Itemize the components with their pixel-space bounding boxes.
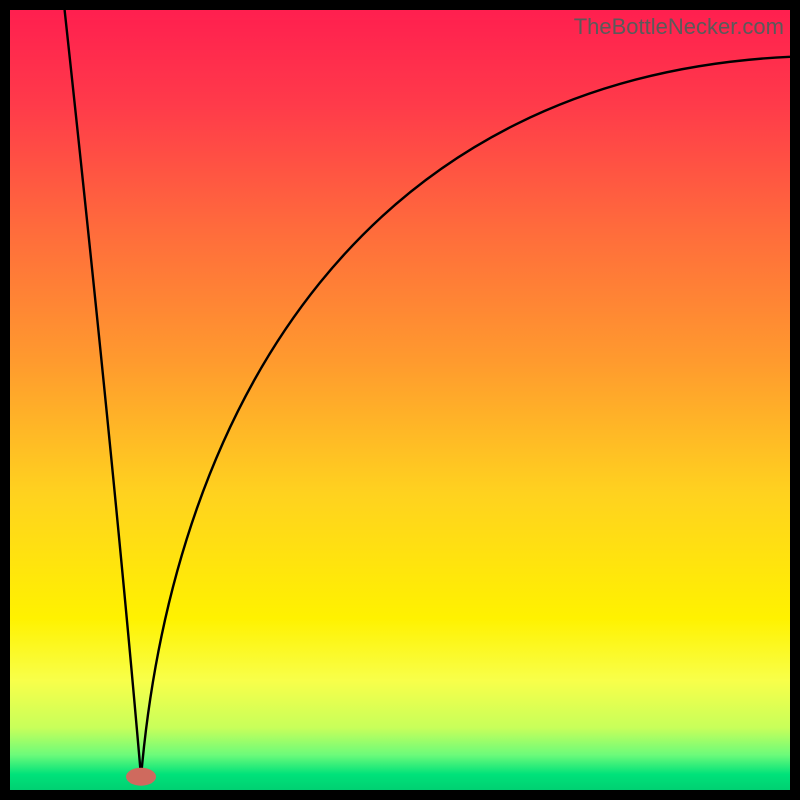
optimum-marker (126, 768, 156, 786)
plot-area (10, 10, 790, 790)
gradient-background (10, 10, 790, 790)
chart-svg (10, 10, 790, 790)
chart-canvas: TheBottleNecker.com (0, 0, 800, 800)
watermark-label: TheBottleNecker.com (574, 14, 784, 40)
